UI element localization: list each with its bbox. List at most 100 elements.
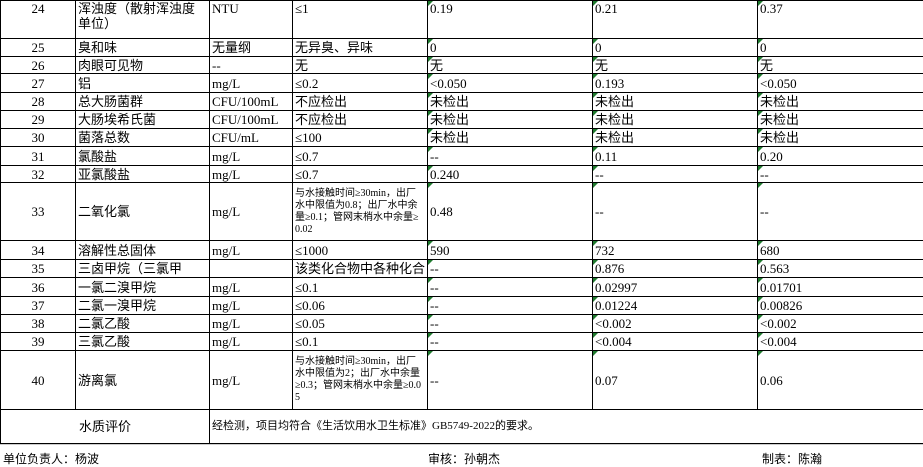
result-3: <0.004 (757, 332, 923, 351)
result-3: 0.563 (757, 259, 923, 278)
result-1: 0.240 (427, 165, 593, 183)
result-2: 0.876 (592, 259, 758, 278)
limit: ≤100 (292, 128, 428, 147)
footer: 单位负责人：杨波 审核：孙朝杰 制表：陈瀚 (0, 444, 923, 467)
result-3: 0.01701 (757, 277, 923, 297)
row-number: 29 (0, 110, 76, 129)
table-row: 27 铝 mg/L ≤0.2 <0.050 0.193 <0.050 (0, 73, 923, 93)
result-1: 0.19 (427, 0, 593, 39)
limit: 不应检出 (292, 110, 428, 129)
result-2: -- (592, 165, 758, 183)
result-3: 0 (757, 38, 923, 57)
result-3: 0.06 (757, 350, 923, 410)
item-name: 游离氯 (75, 350, 210, 410)
result-1: -- (427, 314, 593, 333)
unit: mg/L (209, 277, 293, 297)
table-row: 25 臭和味 无量纲 无异臭、异味 0 0 0 (0, 38, 923, 57)
limit: ≤0.7 (292, 146, 428, 166)
limit: ≤0.2 (292, 73, 428, 93)
row-number: 38 (0, 314, 76, 333)
unit: CFU/mL (209, 128, 293, 147)
table-row: 40 游离氯 mg/L 与水接触时间≥30min，出厂水中限值为2；出厂水中余量≥0.… (0, 350, 923, 410)
item-name: 一氯二溴甲烷 (75, 277, 210, 297)
result-2: 0 (592, 38, 758, 57)
table-row: 28 总大肠菌群 CFU/100mL 不应检出 未检出 未检出 未检出 (0, 92, 923, 111)
result-2: 0.02997 (592, 277, 758, 297)
result-1: -- (427, 332, 593, 351)
result-2: 未检出 (592, 110, 758, 129)
result-1: -- (427, 296, 593, 315)
unit: mg/L (209, 240, 293, 260)
limit: ≤0.1 (292, 332, 428, 351)
item-name: 臭和味 (75, 38, 210, 57)
limit: ≤0.05 (292, 314, 428, 333)
unit: CFU/100mL (209, 110, 293, 129)
result-1: <0.050 (427, 73, 593, 93)
table-row: 33 二氧化氯 mg/L 与水接触时间≥30min，出厂水中限值为0.8；出厂水中余量… (0, 182, 923, 241)
unit: NTU (209, 0, 293, 39)
unit: mg/L (209, 73, 293, 93)
item-name: 三卤甲烷（三氯甲 (75, 259, 210, 278)
result-3: 无 (757, 56, 923, 74)
unit: mg/L (209, 182, 293, 241)
row-number: 39 (0, 332, 76, 351)
unit: mg/L (209, 296, 293, 315)
row-number: 24 (0, 0, 76, 39)
row-number: 36 (0, 277, 76, 297)
result-2: <0.004 (592, 332, 758, 351)
result-2: 未检出 (592, 128, 758, 147)
limit: ≤0.1 (292, 277, 428, 297)
unit: CFU/100mL (209, 92, 293, 111)
result-1: 590 (427, 240, 593, 260)
result-3: 0.00826 (757, 296, 923, 315)
result-2: 0.11 (592, 146, 758, 166)
limit: 该类化合物中各种化合 (292, 259, 428, 278)
item-name: 氯酸盐 (75, 146, 210, 166)
unit (209, 259, 293, 278)
unit: mg/L (209, 165, 293, 183)
row-number: 37 (0, 296, 76, 315)
unit: 无量纲 (209, 38, 293, 57)
unit: mg/L (209, 332, 293, 351)
table-row: 36 一氯二溴甲烷 mg/L ≤0.1 -- 0.02997 0.01701 (0, 277, 923, 297)
result-2: 0.21 (592, 0, 758, 39)
row-number: 27 (0, 73, 76, 93)
limit: 无 (292, 56, 428, 74)
row-number: 31 (0, 146, 76, 166)
result-1: -- (427, 350, 593, 410)
result-2: -- (592, 182, 758, 241)
item-name: 二氯一溴甲烷 (75, 296, 210, 315)
limit: ≤0.06 (292, 296, 428, 315)
result-2: 0.07 (592, 350, 758, 410)
table-row: 24 浑浊度（散射浑浊度单位） NTU ≤1 0.19 0.21 0.37 (0, 0, 923, 39)
result-3: <0.002 (757, 314, 923, 333)
result-3: 0.20 (757, 146, 923, 166)
item-name: 二氯乙酸 (75, 314, 210, 333)
evaluation-row: 水质评价 经检测，项目均符合《生活饮用水卫生标准》GB5749-2022的要求。 (0, 409, 923, 444)
result-1: 0.48 (427, 182, 593, 241)
row-number: 33 (0, 182, 76, 241)
table-row: 29 大肠埃希氏菌 CFU/100mL 不应检出 未检出 未检出 未检出 (0, 110, 923, 129)
limit: ≤1 (292, 0, 428, 39)
evaluation-text: 经检测，项目均符合《生活饮用水卫生标准》GB5749-2022的要求。 (209, 409, 923, 444)
limit: 与水接触时间≥30min，出厂水中限值为0.8；出厂水中余量≥0.1；管网末梢水… (292, 182, 428, 241)
unit: -- (209, 56, 293, 74)
item-name: 溶解性总固体 (75, 240, 210, 260)
water-quality-table: 24 浑浊度（散射浑浊度单位） NTU ≤1 0.19 0.21 0.37 25 臭和味 无量纲无… (0, 0, 923, 444)
table-row: 35 三卤甲烷（三氯甲 该类化合物中各种化合 -- 0.876 0.563 (0, 259, 923, 278)
result-1: -- (427, 277, 593, 297)
result-1: -- (427, 146, 593, 166)
reviewer: 审核：孙朝杰 (428, 452, 501, 466)
result-3: -- (757, 165, 923, 183)
result-3: 未检出 (757, 92, 923, 111)
result-3: -- (757, 182, 923, 241)
row-number: 34 (0, 240, 76, 260)
result-1: 未检出 (427, 128, 593, 147)
row-number: 25 (0, 38, 76, 57)
row-number: 26 (0, 56, 76, 74)
result-3: 未检出 (757, 110, 923, 129)
result-1: 未检出 (427, 92, 593, 111)
item-name: 大肠埃希氏菌 (75, 110, 210, 129)
limit: ≤0.7 (292, 165, 428, 183)
